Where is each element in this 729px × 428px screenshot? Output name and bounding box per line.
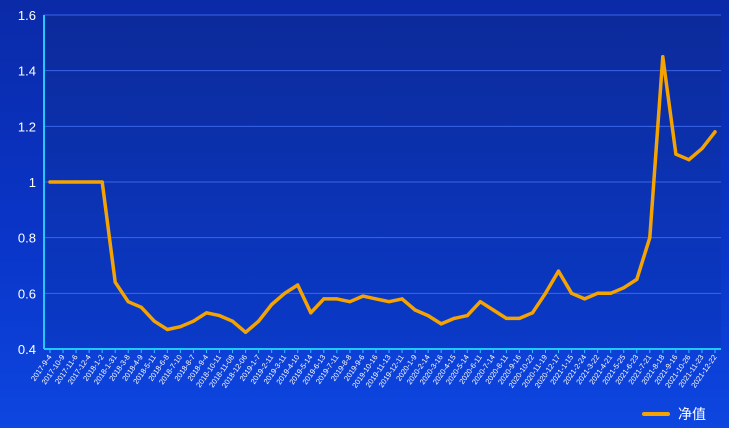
y-tick-label: 1.6 (18, 8, 36, 23)
data-point (296, 283, 300, 287)
series-layer (48, 55, 717, 335)
data-point (530, 311, 535, 315)
data-point (465, 314, 469, 318)
data-point (87, 180, 91, 184)
data-point (230, 319, 235, 323)
data-point (361, 294, 365, 298)
legend-label: 净值 (678, 407, 706, 423)
data-point (217, 314, 222, 318)
data-point (126, 300, 130, 304)
legend: 净值 (642, 407, 706, 423)
data-point (387, 300, 391, 304)
data-point (152, 319, 156, 323)
y-tick-label: 1 (29, 175, 36, 190)
data-point (543, 291, 548, 295)
data-point (374, 297, 378, 301)
data-point (139, 305, 143, 309)
data-point (713, 130, 717, 134)
data-point (283, 291, 287, 295)
data-point (48, 180, 52, 184)
series-line-0 (48, 55, 717, 335)
y-tick-label: 0.8 (18, 231, 36, 246)
data-point (596, 291, 600, 295)
data-point (583, 297, 587, 301)
y-axis: 0.4 0.6 0.8 1 1.2 1.4 1.6 (18, 8, 45, 357)
data-point (100, 180, 104, 184)
data-point (661, 55, 665, 59)
data-point (426, 314, 430, 318)
data-point (622, 286, 626, 290)
y-tick-label: 0.4 (18, 342, 36, 357)
data-point (517, 316, 522, 320)
y-tick-label: 1.2 (18, 119, 36, 134)
data-point (309, 311, 313, 315)
data-point (700, 147, 704, 151)
data-point (335, 297, 339, 301)
data-point (687, 158, 691, 162)
data-point (413, 308, 417, 312)
data-point (113, 280, 117, 284)
data-point (348, 300, 352, 304)
data-point (165, 327, 169, 332)
data-point (178, 325, 182, 329)
data-point (191, 319, 196, 323)
data-point (322, 297, 326, 301)
y-tick-label: 0.6 (18, 286, 36, 301)
data-point (74, 180, 78, 184)
data-point (674, 152, 678, 156)
data-point (491, 308, 495, 312)
data-point (609, 291, 613, 295)
data-point (504, 316, 508, 320)
data-point (439, 322, 443, 326)
data-point (243, 330, 248, 334)
data-point (61, 180, 65, 184)
data-point (556, 269, 561, 273)
data-point (257, 319, 261, 323)
data-point (478, 300, 482, 304)
data-point (270, 302, 274, 307)
data-point (204, 311, 209, 315)
data-point (569, 291, 574, 295)
data-point (648, 236, 652, 240)
data-point (635, 277, 639, 282)
x-axis: 2017-9-42017-10-92017-11-62017-12-42018-… (29, 348, 721, 390)
data-point (400, 297, 404, 301)
y-tick-label: 1.4 (18, 64, 36, 79)
data-point (452, 316, 456, 320)
